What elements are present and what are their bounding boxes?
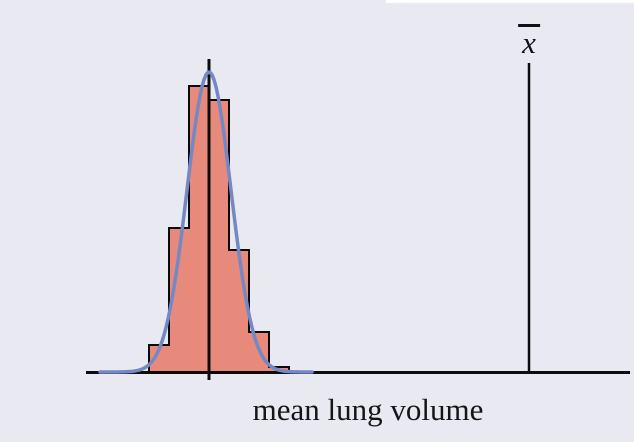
histogram-bars — [148, 85, 290, 373]
normal-curve — [98, 70, 314, 374]
top-white-strip — [386, 0, 634, 3]
xbar-label: x — [518, 24, 540, 58]
xbar-glyph: x — [518, 24, 540, 58]
x-axis-label: mean lung volume — [252, 392, 484, 427]
